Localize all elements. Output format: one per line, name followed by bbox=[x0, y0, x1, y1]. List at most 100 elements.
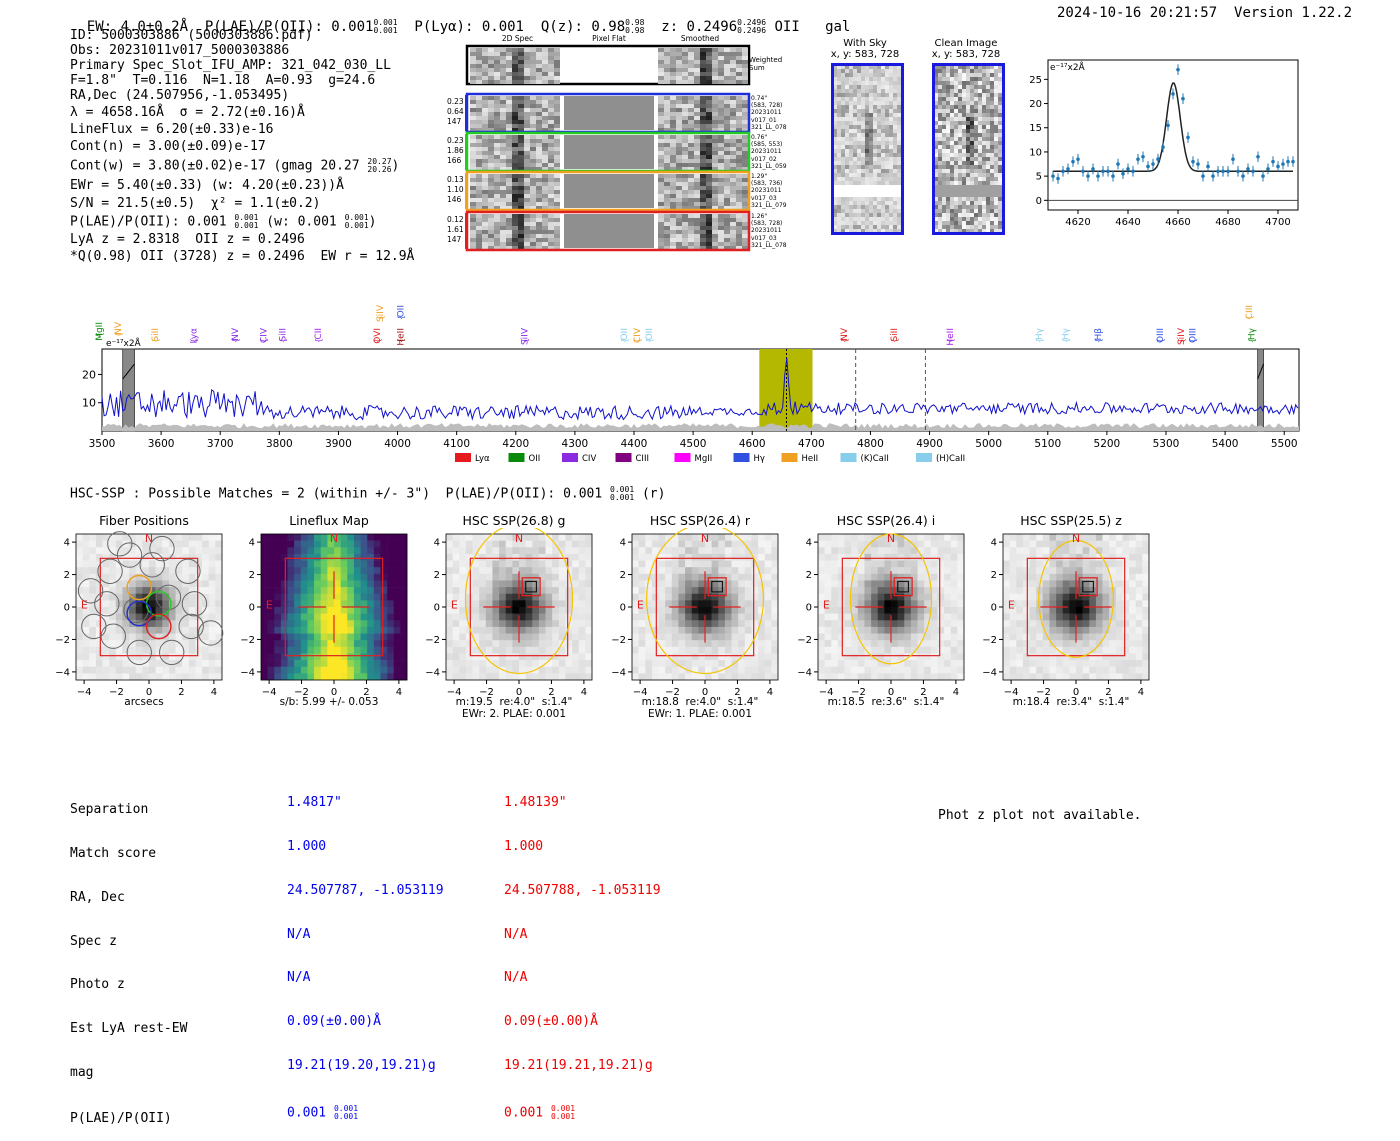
compass-north: N bbox=[145, 532, 153, 545]
hsc-ytick-label: −2 bbox=[425, 635, 440, 646]
main-xtick-label: 4100 bbox=[443, 438, 470, 450]
compass-north: N bbox=[1072, 532, 1080, 545]
info-lineflux: LineFlux = 6.20(±0.33)e-16 bbox=[70, 122, 414, 137]
spectral-line-brace: { bbox=[278, 338, 287, 343]
zoom-data-point bbox=[1146, 165, 1150, 169]
col2-mag: 19.21(19.21,19.21)g bbox=[504, 1059, 661, 1074]
zoom-data-point bbox=[1236, 169, 1240, 173]
zoom-data-point bbox=[1151, 162, 1155, 166]
match-col-1: 1.4817" 1.000 24.507787, -1.053119 N/A N… bbox=[287, 767, 444, 1135]
hsc-panel-title: Lineflux Map bbox=[255, 513, 403, 528]
main-xtick-label: 4800 bbox=[857, 438, 884, 450]
match-col-2: 1.48139" 1.000 24.507788, -1.053119 N/A … bbox=[504, 767, 661, 1135]
zoom-data-point bbox=[1291, 160, 1295, 164]
zoom-data-point bbox=[1201, 174, 1205, 178]
compass-east: E bbox=[637, 599, 644, 612]
compass-north: N bbox=[887, 532, 895, 545]
main-xtick-label: 5300 bbox=[1153, 438, 1180, 450]
zoom-data-point bbox=[1186, 136, 1190, 140]
hsc-image-pixels bbox=[446, 534, 592, 680]
hsc-title: HSC-SSP : Possible Matches = 2 (within +… bbox=[70, 486, 665, 502]
zoom-data-point bbox=[1171, 92, 1175, 96]
zoom-data-point bbox=[1191, 160, 1195, 164]
col1-match-score: 1.000 bbox=[287, 840, 444, 855]
zoom-xtick-label: 4680 bbox=[1215, 217, 1240, 228]
zoom-data-point bbox=[1141, 155, 1145, 159]
hsc-ytick-label: 4 bbox=[806, 538, 812, 549]
zoom-data-point bbox=[1266, 167, 1270, 171]
info-lambda: λ = 4658.16Å σ = 2.72(±0.16)Å bbox=[70, 105, 414, 120]
main-xtick-label: 3600 bbox=[148, 438, 175, 450]
compass-east: E bbox=[823, 599, 830, 612]
info-sn: S/N = 21.5(±0.5) χ² = 1.1(±0.2) bbox=[70, 196, 414, 211]
main-xtick-label: 4000 bbox=[384, 438, 411, 450]
zoom-data-point bbox=[1256, 155, 1260, 159]
hsc-panel-caption-2: EWr: 2. PLAE: 0.001 bbox=[440, 708, 588, 720]
main-xtick-label: 4500 bbox=[680, 438, 707, 450]
hsc-ytick-label: −4 bbox=[797, 667, 812, 678]
hsc-image-pixels bbox=[818, 534, 964, 680]
spectral-line-brace: { bbox=[1035, 338, 1044, 343]
label-plae: P(LAE)/P(OII) bbox=[70, 1112, 187, 1127]
hsc-ytick-label: −4 bbox=[982, 667, 997, 678]
spectral-line-brace: { bbox=[890, 338, 899, 343]
legend-swatch bbox=[509, 453, 525, 462]
hsc-ytick-label: 4 bbox=[991, 538, 997, 549]
header-meta: 2024-10-16 20:21:57 Version 1.22.2 bbox=[1057, 5, 1352, 21]
zoom-data-point bbox=[1216, 169, 1220, 173]
col2-est-lya: 0.09(±0.00)Å bbox=[504, 1015, 661, 1030]
hsc-panel-caption: s/b: 5.99 +/- 0.053 bbox=[255, 696, 403, 708]
zoom-data-point bbox=[1051, 174, 1055, 178]
col2-match-score: 1.000 bbox=[504, 840, 661, 855]
zoom-data-point bbox=[1086, 174, 1090, 178]
hsc-ytick-label: 4 bbox=[249, 538, 255, 549]
legend-label: MgII bbox=[695, 454, 713, 464]
spectral-line-label: CII bbox=[314, 328, 324, 340]
spectral-line-brace: { bbox=[1094, 338, 1103, 343]
sky-panels bbox=[828, 62, 1008, 237]
spectral-line-brace: { bbox=[840, 338, 849, 343]
zoom-ytick-label: 5 bbox=[1036, 172, 1042, 183]
with-sky-image bbox=[833, 65, 903, 234]
info-obs: Obs: 20231011v017_5000303886 bbox=[70, 43, 414, 58]
info-ewr: EWr = 5.40(±0.33) (w: 4.20(±0.23))Å bbox=[70, 178, 414, 193]
hsc-panel-caption: m:19.5 re:4.0" s:1.4" bbox=[440, 696, 588, 708]
zoom-ytick-label: 20 bbox=[1029, 99, 1042, 110]
main-xtick-label: 5200 bbox=[1094, 438, 1121, 450]
col1-photoz: N/A bbox=[287, 971, 444, 986]
main-xtick-label: 5100 bbox=[1034, 438, 1061, 450]
hsc-panel-title: HSC SSP(26.4) r bbox=[626, 513, 774, 528]
cutout-2dspec-row-0 bbox=[470, 96, 560, 132]
hsc-ytick-label: −4 bbox=[425, 667, 440, 678]
legend-label: HeII bbox=[802, 454, 819, 464]
zoom-data-point bbox=[1271, 160, 1275, 164]
legend-swatch bbox=[675, 453, 691, 462]
zoom-data-point bbox=[1206, 165, 1210, 169]
col1-mag: 19.21(19.20,19.21)g bbox=[287, 1059, 444, 1074]
hsc-ytick-label: 2 bbox=[434, 570, 440, 581]
hsc-ytick-label: 0 bbox=[620, 603, 626, 614]
main-xtick-label: 5000 bbox=[975, 438, 1002, 450]
label-mag: mag bbox=[70, 1066, 187, 1081]
zoom-data-point bbox=[1181, 97, 1185, 101]
main-ytick-label: 10 bbox=[82, 397, 96, 410]
col2-photoz: N/A bbox=[504, 971, 661, 986]
spectral-line-brace: { bbox=[114, 332, 123, 337]
main-ytick-label: 20 bbox=[82, 368, 96, 381]
weighted-pixelflat bbox=[560, 48, 656, 82]
hsc-image-pixels bbox=[632, 534, 778, 680]
legend-swatch bbox=[734, 453, 750, 462]
zoom-xtick-label: 4640 bbox=[1115, 217, 1140, 228]
zoom-data-point bbox=[1131, 169, 1135, 173]
